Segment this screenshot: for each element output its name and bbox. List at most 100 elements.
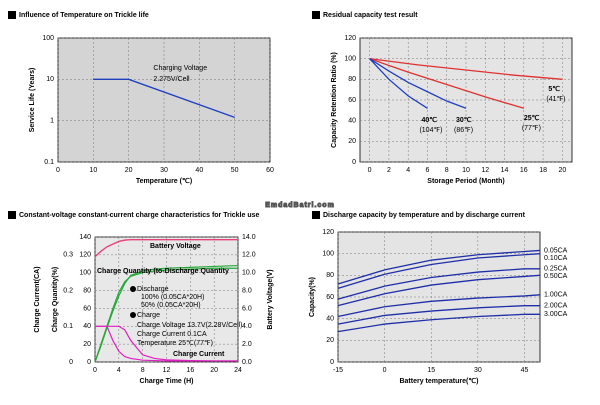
legend-entry: 100% (0.05CA*20H) — [141, 294, 204, 301]
x-tick-label: 50 — [231, 167, 239, 174]
y-axis-label: Charge Quantity(%) — [52, 267, 59, 332]
y-tick-label: 120 — [344, 35, 356, 42]
x-tick-label: 0 — [368, 167, 372, 174]
condition: Charge Current 0.1CA — [137, 331, 207, 338]
y-tick-label: 0 — [330, 359, 334, 366]
y-tick-label: 120 — [322, 229, 334, 236]
y-tick-label: 80 — [326, 272, 334, 279]
x-tick-label: 6 — [426, 167, 430, 174]
series-line — [369, 58, 467, 109]
y-tick-label: 0.2 — [63, 287, 73, 294]
header-icon — [312, 11, 320, 19]
y-tick-label: 20 — [348, 138, 356, 145]
x-tick-label: 2 — [387, 167, 391, 174]
x-tick-label: 18 — [539, 167, 547, 174]
series-label: 1.00CA — [544, 292, 568, 299]
y-tick-label: 14.0 — [242, 234, 256, 241]
x-tick-label: 8 — [445, 167, 449, 174]
x-tick-label: 10 — [89, 167, 97, 174]
data-line — [93, 78, 235, 119]
condition: Charge Voltage 13.7V(2.28V/Cell) — [137, 322, 242, 329]
series-label: 3.00CA — [544, 311, 568, 318]
y-tick-label: 0 — [352, 159, 356, 166]
x-tick-label: 12 — [163, 367, 171, 374]
series-line — [337, 268, 540, 300]
series-label: 25℃ — [524, 114, 540, 122]
y-tick-label: 0 — [87, 359, 91, 366]
y-tick-label: 60 — [326, 294, 334, 301]
y-tick-label: 40 — [326, 316, 334, 323]
quantity-label: Charge Quantity (to-Discharge Quantity — [97, 268, 229, 275]
series-label: 0.10CA — [544, 255, 568, 262]
x-tick-label: 0 — [383, 367, 387, 374]
series-label-sub: (104℉) — [419, 127, 442, 134]
series-label-sub: (41℉) — [546, 96, 565, 103]
y-tick-label: 10.0 — [242, 270, 256, 277]
series-label: 30℃ — [456, 116, 472, 124]
x-tick-label: 15 — [427, 367, 435, 374]
x-tick-label: 24 — [234, 367, 242, 374]
legend-heading: Charge — [137, 312, 160, 319]
annotation: Charging Voltage — [153, 65, 207, 72]
series-label-sub: (86℉) — [454, 127, 473, 134]
y-tick-label: 140 — [79, 234, 91, 241]
x-tick-label: 10 — [462, 167, 470, 174]
y-axis-label: Capacity(%) — [309, 277, 316, 317]
y-tick-label: 20 — [326, 337, 334, 344]
y-tick-label: 6.0 — [242, 305, 252, 312]
x-tick-label: -15 — [333, 367, 343, 374]
x-axis-label: Storage Period (Month) — [427, 178, 504, 185]
y-axis-label: Service Life (Years) — [29, 68, 36, 133]
y-tick-label: 8.0 — [242, 287, 252, 294]
current-line — [95, 325, 238, 362]
y-tick-label: 100 — [344, 56, 356, 63]
current-label: Charge Current — [173, 351, 225, 358]
x-axis-label: Battery temperature(℃) — [399, 377, 478, 385]
condition: Temperature 25℃(77℉) — [137, 340, 213, 347]
y-tick-label: 40 — [83, 323, 91, 330]
y-tick-label: 100 — [322, 251, 334, 258]
series-label-sub: (77℉) — [522, 125, 541, 132]
y-tick-label: 80 — [348, 76, 356, 83]
y-tick-label: 20 — [83, 341, 91, 348]
panel-title: Influence of Temperature on Trickle life — [19, 12, 149, 19]
header-icon — [8, 11, 16, 19]
y-tick-label: 60 — [83, 305, 91, 312]
y-axis-label: Battery Voltage(V) — [267, 269, 274, 329]
series-label: 0.50CA — [544, 273, 568, 280]
series-line — [337, 249, 541, 285]
x-tick-label: 20 — [558, 167, 566, 174]
y-tick-label: 100 — [79, 270, 91, 277]
x-tick-label: 16 — [520, 167, 528, 174]
series-line — [337, 253, 541, 289]
x-tick-label: 30 — [160, 167, 168, 174]
x-tick-label: 20 — [125, 167, 133, 174]
voltage-line — [94, 238, 238, 258]
x-tick-label: 4 — [117, 367, 121, 374]
series-line — [369, 58, 428, 109]
panel-title: Constant-voltage constant-current charge… — [19, 212, 260, 219]
series-label: 2.00CA — [544, 303, 568, 310]
y-tick-label: 0.1 — [44, 159, 54, 166]
bullet — [130, 312, 136, 318]
series-line — [369, 58, 525, 109]
bullet — [130, 286, 136, 292]
y-tick-label: 80 — [83, 287, 91, 294]
series-line — [337, 294, 541, 318]
x-tick-label: 4 — [406, 167, 410, 174]
legend-entry: 50% (0.05CA*20H) — [141, 302, 201, 309]
x-tick-label: 0 — [93, 367, 97, 374]
series-line — [369, 58, 563, 80]
series-line — [337, 274, 541, 307]
header-icon — [312, 211, 320, 219]
y-tick-label: 1 — [50, 118, 54, 125]
x-tick-label: 14 — [501, 167, 509, 174]
x-tick-label: 20 — [210, 367, 218, 374]
panel-title: Residual capacity test result — [323, 12, 418, 19]
x-tick-label: 0 — [56, 167, 60, 174]
panel-title: Discharge capacity by temperature and by… — [323, 212, 526, 219]
x-tick-label: 40 — [195, 167, 203, 174]
y-tick-label: 12.0 — [242, 252, 256, 259]
series-line — [337, 305, 540, 325]
